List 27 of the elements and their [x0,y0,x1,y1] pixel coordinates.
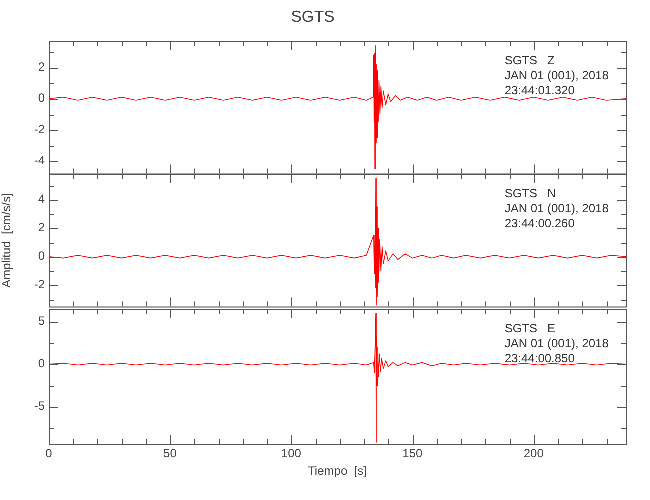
y-tick-label: 0 [38,356,46,371]
annotation: SGTS Z [504,54,555,68]
annotation: 23:44:01.320 [504,84,576,98]
y-tick-label: 5 [38,314,46,328]
y-axis-title: Amplitud [cm/s/s] [0,193,14,288]
y-tick-label: 2 [38,220,46,235]
y-tick-label: 4 [38,192,46,206]
x-tick-label: 50 [164,446,178,461]
annotation: SGTS N [504,186,556,201]
x-axis-title: Tiempo [s] [308,464,367,478]
annotation: JAN 01 (001), 2018 [504,202,610,216]
y-tick-label: -5 [34,399,46,414]
annotation: SGTS E [504,322,556,336]
y-tick-label: -2 [34,278,46,292]
annotation: 23:44:00.850 [504,352,576,366]
y-tick-label: 0 [38,249,46,264]
chart-title: SGTS [291,9,335,26]
x-tick-label: 150 [402,446,423,461]
annotation: JAN 01 (001), 2018 [504,68,610,83]
annotation: JAN 01 (001), 2018 [504,336,610,351]
y-tick-label: -4 [34,154,46,168]
y-tick-label: -2 [34,122,46,136]
y-tick-label: 2 [38,60,46,74]
x-tick-label: 200 [524,446,544,461]
y-tick-label: 0 [38,91,46,106]
annotation: 23:44:00.260 [504,216,576,231]
x-tick-label: 100 [281,446,302,461]
